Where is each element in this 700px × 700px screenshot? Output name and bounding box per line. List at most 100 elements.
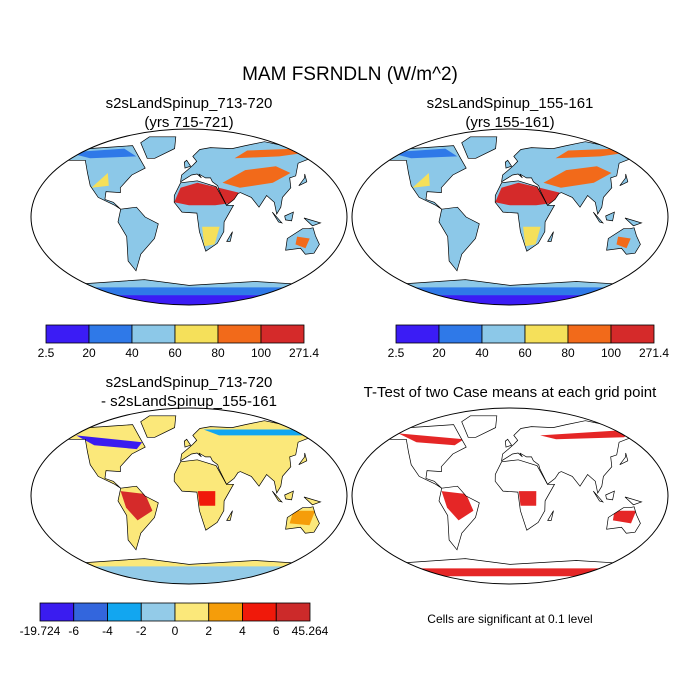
land [505,439,512,448]
field-patch [389,295,631,305]
coastline [173,459,235,531]
colorbar-label: 60 [168,346,182,360]
coastline [494,180,556,252]
field-patch [412,173,430,188]
colorbar-box [275,602,311,622]
land [461,136,497,159]
colorbar-label: 271.4 [639,346,669,360]
panel-title: T-Test of two Case means at each grid po… [364,384,657,401]
coastline [547,510,554,521]
land [304,497,321,505]
colorbar-box [260,324,305,344]
colorbar-label: -4 [102,624,113,638]
colorbar-box [524,324,569,344]
field-patch [398,433,464,446]
coastline [65,145,146,210]
coastline [379,279,641,305]
coastline [285,506,320,534]
colorbar-label: 20 [82,346,96,360]
colorbar-label: 2.5 [38,346,55,360]
coastline [65,424,146,489]
field-patch [234,148,307,159]
coastline [140,136,177,159]
coastline [504,159,513,169]
coastline [593,490,604,503]
colorbar-label: 40 [125,346,139,360]
coastline [501,141,644,216]
coastline [386,145,467,210]
colorbar-label: 80 [211,346,225,360]
coastline [501,420,644,495]
map-border [351,128,669,306]
colorbar-label: -6 [68,624,79,638]
colorbar-box [45,324,90,344]
panel-note: Cells are significant at 0.1 level [427,612,592,626]
coastline [624,217,643,227]
field-patch [295,236,310,249]
coastline [140,415,177,438]
coastline [284,211,294,222]
coastline [58,279,320,305]
land [140,136,176,159]
coastline [183,438,192,448]
map-border [351,407,669,585]
land [184,160,191,169]
land [605,491,615,500]
coastline [386,424,467,489]
panel-title: s2sLandSpinup_713-720 [106,95,273,112]
colorbar-label: -2 [136,624,147,638]
land [118,207,159,271]
field-patch [222,166,291,188]
colorbar-label: 20 [432,346,446,360]
coastline [272,211,283,224]
colorbar-box [438,324,483,344]
colorbar-box [131,324,176,344]
field-patch [441,491,474,521]
colorbar-label: 6 [273,624,280,638]
colorbar-label: 100 [601,346,621,360]
colorbar-box [107,602,142,622]
coastline [606,506,641,534]
coastline [504,438,513,448]
colorbar-box [88,324,133,344]
coastline [117,206,159,272]
panel-title: s2sLandSpinup_713-720 [106,374,273,391]
figure-title: MAM FSRNDLN (W/m^2) [242,64,458,85]
panel-subtitle: (yrs 155-161) [465,114,554,131]
field-patch [495,182,560,206]
coastline [593,211,604,224]
field-patch [540,429,634,440]
colorbar-box [174,324,219,344]
field-patch [67,148,137,159]
colorbar-box [242,602,277,622]
coastline [494,459,556,531]
coastline [619,452,629,466]
colorbar-label: 0 [172,624,179,638]
land [184,439,191,448]
field-patch [174,182,239,206]
field-patch [523,226,541,247]
field-patch [555,148,628,159]
coastline [303,217,322,227]
field-patch [388,148,458,159]
coastline [624,496,643,506]
colorbar-box [217,324,262,344]
land [625,218,642,226]
colorbar-label: 40 [475,346,489,360]
coastline [284,490,294,501]
colorbar-label: 60 [518,346,532,360]
coastline [226,231,233,242]
land [439,207,480,271]
colorbar-label: 45.264 [292,624,329,638]
coastline [272,490,283,503]
land [284,491,294,500]
field-patch [612,510,637,524]
field-patch [203,429,313,436]
field-patch [197,491,216,506]
coastline [461,136,498,159]
map [351,128,669,306]
coastline [303,496,322,506]
panel-subtitle: - s2sLandSpinup_155-161 [101,393,277,410]
field-patch [384,568,636,577]
